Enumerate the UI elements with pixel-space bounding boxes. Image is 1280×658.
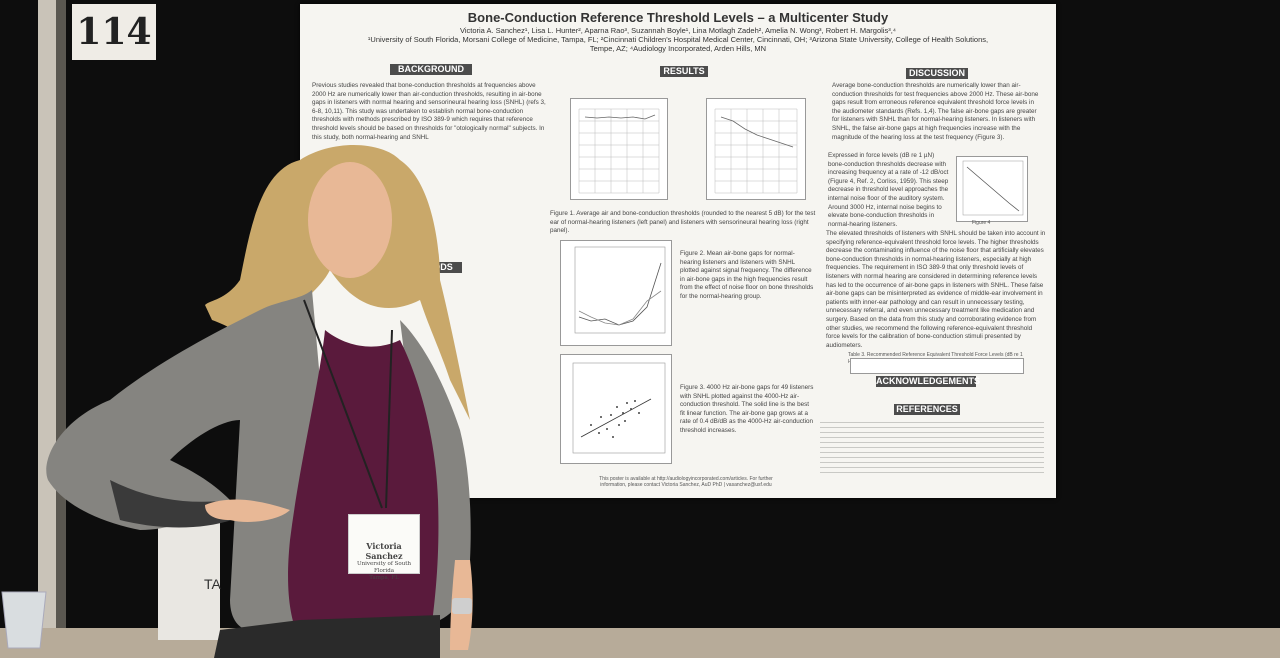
poster-title: Bone-Conduction Reference Threshold Leve…	[467, 10, 889, 25]
badge-org: University of South Florida	[356, 561, 412, 574]
section-references: REFERENCES	[894, 404, 960, 415]
booth-number: 114	[72, 4, 156, 60]
figure1-snhl-audiogram	[706, 98, 806, 200]
cardigan-left	[46, 290, 320, 630]
audiogram-right-chart	[714, 108, 798, 194]
table3-grid	[850, 358, 1024, 374]
watch	[452, 598, 472, 614]
sleeve-cuff	[110, 480, 232, 528]
name-badge: Victoria Sanchez University of South Flo…	[348, 514, 420, 581]
audiogram-left-chart	[578, 108, 660, 194]
plastic-cup	[1, 591, 47, 649]
lanyard	[303, 299, 393, 509]
figure2-air-bone-gap-plot	[560, 240, 672, 346]
section-acknowledgements: ACKNOWLEDGEMENTS	[876, 376, 980, 387]
table-sign-text: TA	[204, 576, 221, 592]
discussion-text-1: Average bone-conduction thresholds are n…	[832, 82, 1039, 141]
force-level-chart	[962, 160, 1024, 216]
scatter-chart	[572, 362, 666, 454]
discussion-text-3: The elevated thresholds of listeners wit…	[826, 230, 1046, 348]
affiliations: ¹University of South Florida, Morsani Co…	[367, 35, 989, 53]
figure1-normal-hearing-audiogram	[570, 98, 668, 200]
section-results: RESULTS	[660, 66, 708, 77]
figure3-caption: Figure 3. 4000 Hz air-bone gaps for 49 l…	[680, 384, 814, 432]
figure3-scatter-plot	[560, 354, 672, 464]
section-discussion: DISCUSSION	[906, 68, 968, 79]
section-background: BACKGROUND	[390, 64, 472, 75]
pants	[214, 615, 440, 658]
figure1-caption: Figure 1. Average air and bone-conductio…	[550, 210, 816, 235]
poster-authors: Victoria A. Sanchez¹, Lisa L. Hunter², A…	[360, 26, 996, 53]
figure2-caption: Figure 2. Mean air-bone gaps for normal-…	[680, 250, 814, 300]
background-text: Previous studies revealed that bone-cond…	[312, 82, 546, 141]
badge-name: Victoria Sanchez	[365, 541, 403, 561]
figure4-force-level-plot	[956, 156, 1028, 222]
face	[308, 162, 392, 278]
board-frame	[38, 0, 56, 658]
hand	[205, 499, 290, 522]
figure4-label: Figure 4	[972, 220, 991, 226]
author-list: Victoria A. Sanchez¹, Lisa L. Hunter², A…	[459, 26, 897, 35]
badge-city: Tampa, FL	[369, 575, 399, 581]
board-frame-shadow	[56, 0, 66, 658]
poster-footer: This poster is available at http://audio…	[599, 476, 773, 488]
discussion-text-2: Expressed in force levels (dB re 1 µN) b…	[828, 152, 949, 228]
reference-list	[820, 418, 1044, 474]
air-bone-gap-chart	[574, 246, 666, 334]
hair	[205, 145, 470, 420]
table-sign: TA	[158, 520, 221, 640]
